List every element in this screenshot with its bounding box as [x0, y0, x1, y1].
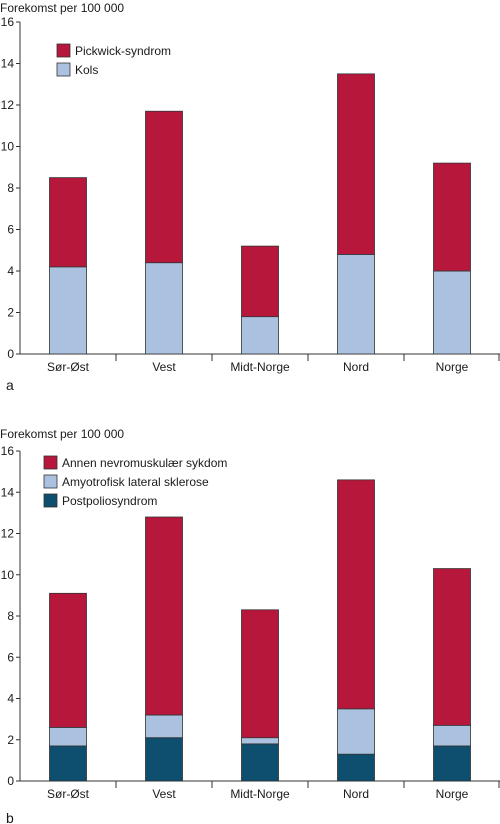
bar-segment: [49, 592, 87, 728]
x-tick-label: Midt-Norge: [230, 787, 290, 801]
y-tick-label: 10: [1, 568, 15, 582]
panel-label: a: [6, 377, 14, 393]
x-tick-label: Norge: [436, 360, 469, 374]
y-tick-label: 12: [1, 98, 15, 112]
y-axis-label: Forekomst per 100 000: [0, 1, 124, 15]
x-tick-label: Vest: [152, 787, 176, 801]
bar-segment: [337, 753, 375, 782]
bar-segment: [433, 568, 471, 726]
y-tick-label: 2: [7, 306, 14, 320]
bar-segment: [433, 270, 471, 355]
bar-segment: [241, 316, 279, 355]
x-tick-label: Sør-Øst: [47, 360, 90, 374]
bar-segment: [433, 162, 471, 272]
bar-segment: [241, 245, 279, 318]
bar-segment: [337, 253, 375, 355]
y-tick-label: 10: [1, 140, 15, 154]
bar-segment: [337, 73, 375, 255]
bar-segment: [241, 743, 279, 782]
y-tick-label: 14: [1, 485, 15, 499]
y-tick-label: 6: [7, 223, 14, 237]
bar-segment: [241, 737, 279, 745]
panel-label: b: [6, 810, 14, 824]
y-tick-label: 16: [1, 444, 15, 458]
legend-swatch: [56, 43, 71, 58]
y-tick-label: 4: [7, 692, 14, 706]
x-tick-label: Nord: [343, 787, 369, 801]
legend-swatch: [43, 474, 58, 489]
legend-swatch: [56, 62, 71, 77]
y-tick-label: 8: [7, 609, 14, 623]
bar-segment: [145, 516, 183, 716]
bar-segment: [145, 262, 183, 355]
bar-segment: [337, 708, 375, 755]
bar-segment: [49, 266, 87, 355]
y-tick-label: 8: [7, 181, 14, 195]
bar-segment: [49, 726, 87, 747]
x-tick-label: Vest: [152, 360, 176, 374]
y-tick-label: 12: [1, 527, 15, 541]
bar-segment: [145, 737, 183, 782]
legend-entry: Postpoliosyndrom: [62, 494, 157, 508]
bar-segment: [145, 110, 183, 264]
legend-entry: Annen nevromuskulær sykdom: [62, 456, 227, 470]
y-tick-label: 14: [1, 57, 15, 71]
bar-segment: [145, 714, 183, 739]
bar-segment: [49, 745, 87, 782]
chart-panel-a: Forekomst per 100 000 0 2 4 6 8 10 12 14 16 Sør-Øs…: [0, 1, 500, 393]
legend-entry: Pickwick-syndrom: [75, 44, 171, 58]
x-tick-label: Norge: [436, 787, 469, 801]
x-tick-label: Sør-Øst: [47, 787, 90, 801]
y-tick-label: 0: [7, 774, 14, 788]
bar-segment: [433, 745, 471, 782]
bar-segment: [241, 609, 279, 739]
bar-segment: [337, 479, 375, 710]
y-axis-label: Forekomst per 100 000: [0, 427, 124, 441]
y-tick-label: 16: [1, 15, 15, 29]
legend-entry: Kols: [75, 63, 98, 77]
y-tick-label: 4: [7, 264, 14, 278]
x-tick-label: Midt-Norge: [230, 360, 290, 374]
y-tick-label: 6: [7, 650, 14, 664]
x-tick-label: Nord: [343, 360, 369, 374]
y-tick-label: 2: [7, 733, 14, 747]
legend-swatch: [43, 455, 58, 470]
bar-segment: [49, 177, 87, 268]
bar-segment: [433, 724, 471, 747]
y-tick-label: 0: [7, 347, 14, 361]
chart-panel-b: Forekomst per 100 000 0 2 4 6 8 10 12 14 16 Sør-Øs…: [0, 427, 500, 824]
legend-swatch: [43, 493, 58, 508]
legend-entry: Amyotrofisk lateral sklerose: [62, 475, 209, 489]
